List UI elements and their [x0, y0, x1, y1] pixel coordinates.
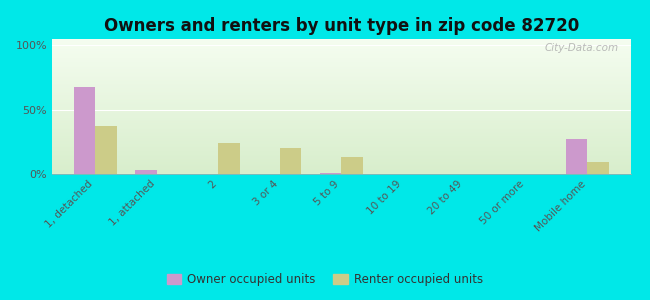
Legend: Owner occupied units, Renter occupied units: Owner occupied units, Renter occupied un…: [162, 269, 488, 291]
Text: City-Data.com: City-Data.com: [545, 43, 619, 53]
Bar: [588, 162, 609, 174]
Bar: [566, 139, 588, 174]
Title: Owners and renters by unit type in zip code 82720: Owners and renters by unit type in zip c…: [103, 17, 579, 35]
Bar: [280, 148, 301, 174]
Bar: [320, 173, 341, 174]
Bar: [218, 143, 240, 174]
Bar: [135, 170, 157, 174]
Bar: [73, 87, 95, 174]
Bar: [341, 157, 363, 174]
Bar: [95, 126, 116, 174]
